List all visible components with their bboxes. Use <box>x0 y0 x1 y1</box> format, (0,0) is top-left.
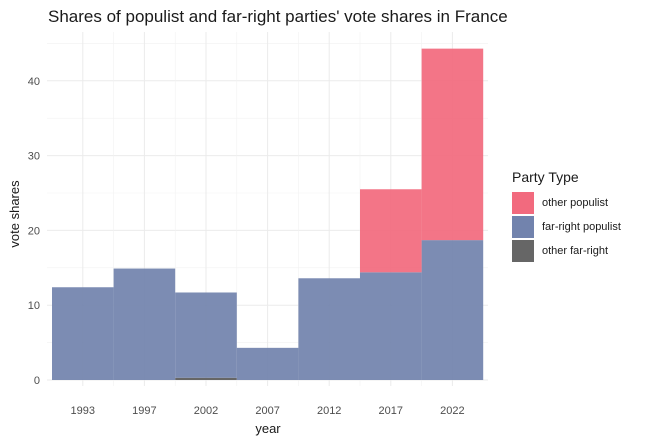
x-tick-label: 2012 <box>317 405 341 417</box>
x-tick-label: 2022 <box>440 405 464 417</box>
legend-swatch <box>512 192 534 214</box>
x-tick-label: 2002 <box>194 405 218 417</box>
y-axis-title: vote shares <box>7 180 22 248</box>
legend-item: far-right populist <box>512 216 621 238</box>
bar-far-right-populist-1997 <box>113 268 176 380</box>
bar-far-right-populist-2017 <box>360 272 422 380</box>
bar-other-far-right-2002 <box>175 377 237 380</box>
x-tick-label: 1997 <box>132 405 156 417</box>
x-tick-label: 2007 <box>255 405 279 417</box>
bar-other-populist-2017 <box>360 189 422 273</box>
x-tick-label: 1993 <box>71 405 95 417</box>
legend-label: other populist <box>542 197 609 209</box>
y-tick-label: 40 <box>28 76 40 88</box>
legend-label: far-right populist <box>542 221 621 233</box>
tick-layer: 0 10 20 30 40 1993 1997 2002 2007 2012 2017 2022 <box>28 76 465 417</box>
bar-layer <box>52 48 484 380</box>
y-tick-label: 0 <box>34 375 40 387</box>
legend-swatch <box>512 216 534 238</box>
bar-far-right-populist-2007 <box>236 347 299 380</box>
x-axis-title: year <box>255 421 281 436</box>
bar-far-right-populist-2012 <box>298 278 360 380</box>
bar-far-right-populist-2002 <box>175 292 237 378</box>
bar-other-populist-2022 <box>421 48 484 241</box>
y-tick-label: 30 <box>28 151 40 163</box>
y-tick-label: 10 <box>28 300 40 312</box>
legend-swatch <box>512 240 534 262</box>
legend-item: other populist <box>512 192 608 214</box>
chart-title: Shares of populist and far-right parties… <box>48 7 508 26</box>
legend-item: other far-right <box>512 240 608 262</box>
legend-title: Party Type <box>512 169 579 185</box>
bar-far-right-populist-1993 <box>52 287 114 380</box>
bar-far-right-populist-2022 <box>421 240 484 380</box>
y-tick-label: 20 <box>28 225 40 237</box>
x-tick-label: 2017 <box>379 405 403 417</box>
legend-label: other far-right <box>542 245 609 257</box>
